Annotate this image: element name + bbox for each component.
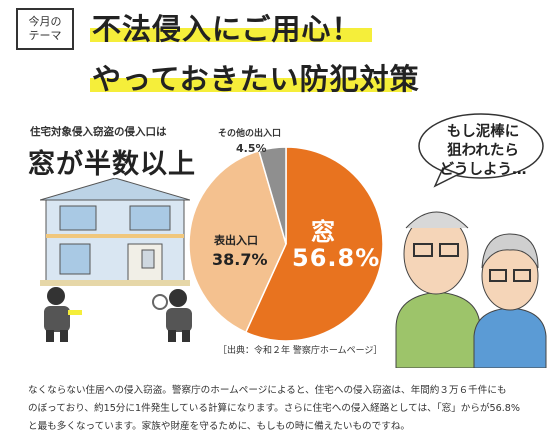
pie-slice-1 bbox=[188, 149, 287, 334]
article-body: なくならない住居への侵入窃盗。警察庁のホームページによると、住宅への侵入窃盗は、… bbox=[28, 382, 538, 436]
thief-left-icon bbox=[44, 287, 82, 342]
body-line2: のぼっており、約15分に1件発生している計算になります。さらに住宅への侵入経路と… bbox=[28, 403, 521, 414]
thief-right-icon bbox=[152, 289, 192, 342]
worried-couple-illustration bbox=[395, 211, 547, 368]
speech-bubble-text: もし泥棒に 狙われたら どうしよう… bbox=[428, 123, 538, 180]
house-illustration bbox=[40, 178, 190, 286]
slice-label-window: 窓 bbox=[311, 218, 335, 246]
speech-bubble bbox=[418, 113, 544, 188]
subtitle-line2: 窓が半数以上 bbox=[28, 149, 196, 180]
intrusion-route-pie-chart bbox=[188, 146, 384, 342]
chart-source: ［出典：令和２年 警察庁ホームページ］ bbox=[218, 346, 383, 356]
bubble-line2: 狙われたら bbox=[447, 143, 519, 159]
bubble-line1: もし泥棒に bbox=[446, 124, 520, 140]
pie-slice-2 bbox=[258, 146, 287, 245]
theme-tag: 今月の テーマ bbox=[16, 8, 74, 50]
slice-label-other: その他の出入口 bbox=[218, 129, 282, 139]
slice-value-other: 4.5% bbox=[236, 142, 267, 155]
theme-tag-line1: 今月の bbox=[28, 15, 62, 28]
pie-slice-0 bbox=[244, 146, 384, 342]
body-line3: と最も多くなっています。家族や財産を守るために、もしもの時に備えたいものですね。 bbox=[28, 421, 411, 432]
page-title-line2: やっておきたい防犯対策 bbox=[92, 62, 420, 96]
slice-value-window: 56.8% bbox=[292, 244, 381, 272]
slice-label-front-door: 表出入口 bbox=[214, 234, 258, 247]
body-line1: なくならない住居への侵入窃盗。警察庁のホームページによると、住宅への侵入窃盗は、… bbox=[28, 385, 507, 396]
bubble-line3: どうしよう… bbox=[439, 162, 527, 178]
theme-tag-line2: テーマ bbox=[28, 29, 62, 42]
page-title-line1: 不法侵入にご用心！ bbox=[92, 12, 362, 46]
title-highlight-1 bbox=[90, 28, 372, 42]
slice-value-front-door: 38.7% bbox=[212, 250, 268, 269]
title-highlight-2 bbox=[90, 78, 412, 92]
subtitle-line1: 住宅対象侵入窃盗の侵入口は bbox=[30, 126, 167, 138]
